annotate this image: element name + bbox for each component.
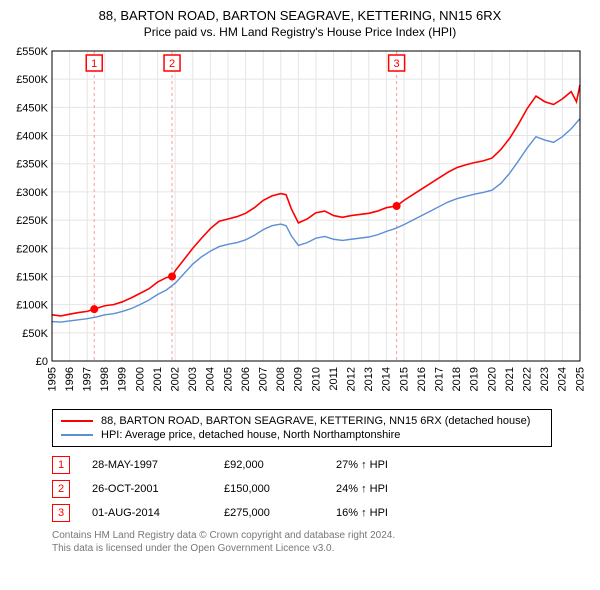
svg-text:1998: 1998 [99, 367, 111, 391]
event-date: 28-MAY-1997 [92, 459, 202, 471]
svg-text:£50K: £50K [22, 328, 48, 340]
svg-text:£550K: £550K [16, 46, 48, 58]
footer-line-1: Contains HM Land Registry data © Crown c… [52, 529, 578, 542]
svg-text:2004: 2004 [205, 367, 217, 391]
event-price: £275,000 [224, 507, 314, 519]
svg-text:£0: £0 [36, 356, 48, 368]
svg-text:£100K: £100K [16, 300, 48, 312]
footer-line-2: This data is licensed under the Open Gov… [52, 542, 578, 555]
svg-text:£200K: £200K [16, 243, 48, 255]
event-row: 3 01-AUG-2014 £275,000 16% ↑ HPI [52, 501, 578, 525]
event-pct: 24% ↑ HPI [336, 483, 436, 495]
svg-text:2021: 2021 [504, 367, 516, 391]
chart-title-line2: Price paid vs. HM Land Registry's House … [10, 25, 590, 39]
chart-container: 88, BARTON ROAD, BARTON SEAGRAVE, KETTER… [0, 0, 600, 561]
legend-label-1: 88, BARTON ROAD, BARTON SEAGRAVE, KETTER… [101, 415, 530, 427]
svg-text:1995: 1995 [46, 367, 58, 391]
plot-area: £0 £50K £100K £150K £200K £250K £300K £350K £400… [10, 43, 590, 403]
svg-text:£250K: £250K [16, 215, 48, 227]
event-badge: 2 [52, 480, 70, 498]
svg-text:1: 1 [91, 58, 97, 70]
event-pct: 27% ↑ HPI [336, 459, 436, 471]
legend-label-2: HPI: Average price, detached house, Nort… [101, 429, 400, 441]
svg-text:2010: 2010 [310, 367, 322, 391]
svg-text:3: 3 [394, 58, 400, 70]
svg-text:£150K: £150K [16, 271, 48, 283]
legend-swatch-1 [61, 420, 93, 422]
svg-text:2006: 2006 [240, 367, 252, 391]
svg-text:2024: 2024 [557, 367, 569, 391]
svg-text:£350K: £350K [16, 159, 48, 171]
svg-text:2013: 2013 [363, 367, 375, 391]
svg-text:2001: 2001 [152, 367, 164, 391]
event-price: £92,000 [224, 459, 314, 471]
svg-text:2017: 2017 [434, 367, 446, 391]
event-price: £150,000 [224, 483, 314, 495]
svg-text:2005: 2005 [222, 367, 234, 391]
chart-title-line1: 88, BARTON ROAD, BARTON SEAGRAVE, KETTER… [10, 8, 590, 25]
svg-text:2015: 2015 [398, 367, 410, 391]
svg-text:2003: 2003 [187, 367, 199, 391]
svg-text:2023: 2023 [539, 367, 551, 391]
svg-text:2: 2 [169, 58, 175, 70]
events-table: 1 28-MAY-1997 £92,000 27% ↑ HPI 2 26-OCT-2001… [52, 453, 578, 525]
svg-text:2014: 2014 [381, 367, 393, 391]
chart-svg: £0 £50K £100K £150K £200K £250K £300K £350K £400… [10, 43, 590, 403]
svg-text:2025: 2025 [574, 367, 586, 391]
svg-text:2018: 2018 [451, 367, 463, 391]
event-row: 1 28-MAY-1997 £92,000 27% ↑ HPI [52, 453, 578, 477]
svg-text:2016: 2016 [416, 367, 428, 391]
legend: 88, BARTON ROAD, BARTON SEAGRAVE, KETTER… [52, 409, 552, 447]
legend-swatch-2 [61, 434, 93, 436]
svg-text:2022: 2022 [522, 367, 534, 391]
svg-text:2008: 2008 [275, 367, 287, 391]
event-date: 01-AUG-2014 [92, 507, 202, 519]
event-badge: 1 [52, 456, 70, 474]
svg-text:2000: 2000 [134, 367, 146, 391]
svg-text:2019: 2019 [469, 367, 481, 391]
svg-text:2002: 2002 [169, 367, 181, 391]
legend-row-2: HPI: Average price, detached house, Nort… [61, 428, 543, 442]
footer: Contains HM Land Registry data © Crown c… [52, 529, 578, 555]
event-pct: 16% ↑ HPI [336, 507, 436, 519]
svg-text:2011: 2011 [328, 367, 340, 391]
svg-text:£400K: £400K [16, 130, 48, 142]
svg-text:2009: 2009 [293, 367, 305, 391]
svg-text:2020: 2020 [486, 367, 498, 391]
legend-row-1: 88, BARTON ROAD, BARTON SEAGRAVE, KETTER… [61, 414, 543, 428]
svg-text:1997: 1997 [81, 367, 93, 391]
svg-text:£450K: £450K [16, 102, 48, 114]
event-row: 2 26-OCT-2001 £150,000 24% ↑ HPI [52, 477, 578, 501]
event-badge: 3 [52, 504, 70, 522]
svg-text:£300K: £300K [16, 187, 48, 199]
svg-text:2007: 2007 [258, 367, 270, 391]
svg-text:2012: 2012 [346, 367, 358, 391]
svg-text:1996: 1996 [64, 367, 76, 391]
svg-text:1999: 1999 [117, 367, 129, 391]
event-date: 26-OCT-2001 [92, 483, 202, 495]
svg-text:£500K: £500K [16, 74, 48, 86]
